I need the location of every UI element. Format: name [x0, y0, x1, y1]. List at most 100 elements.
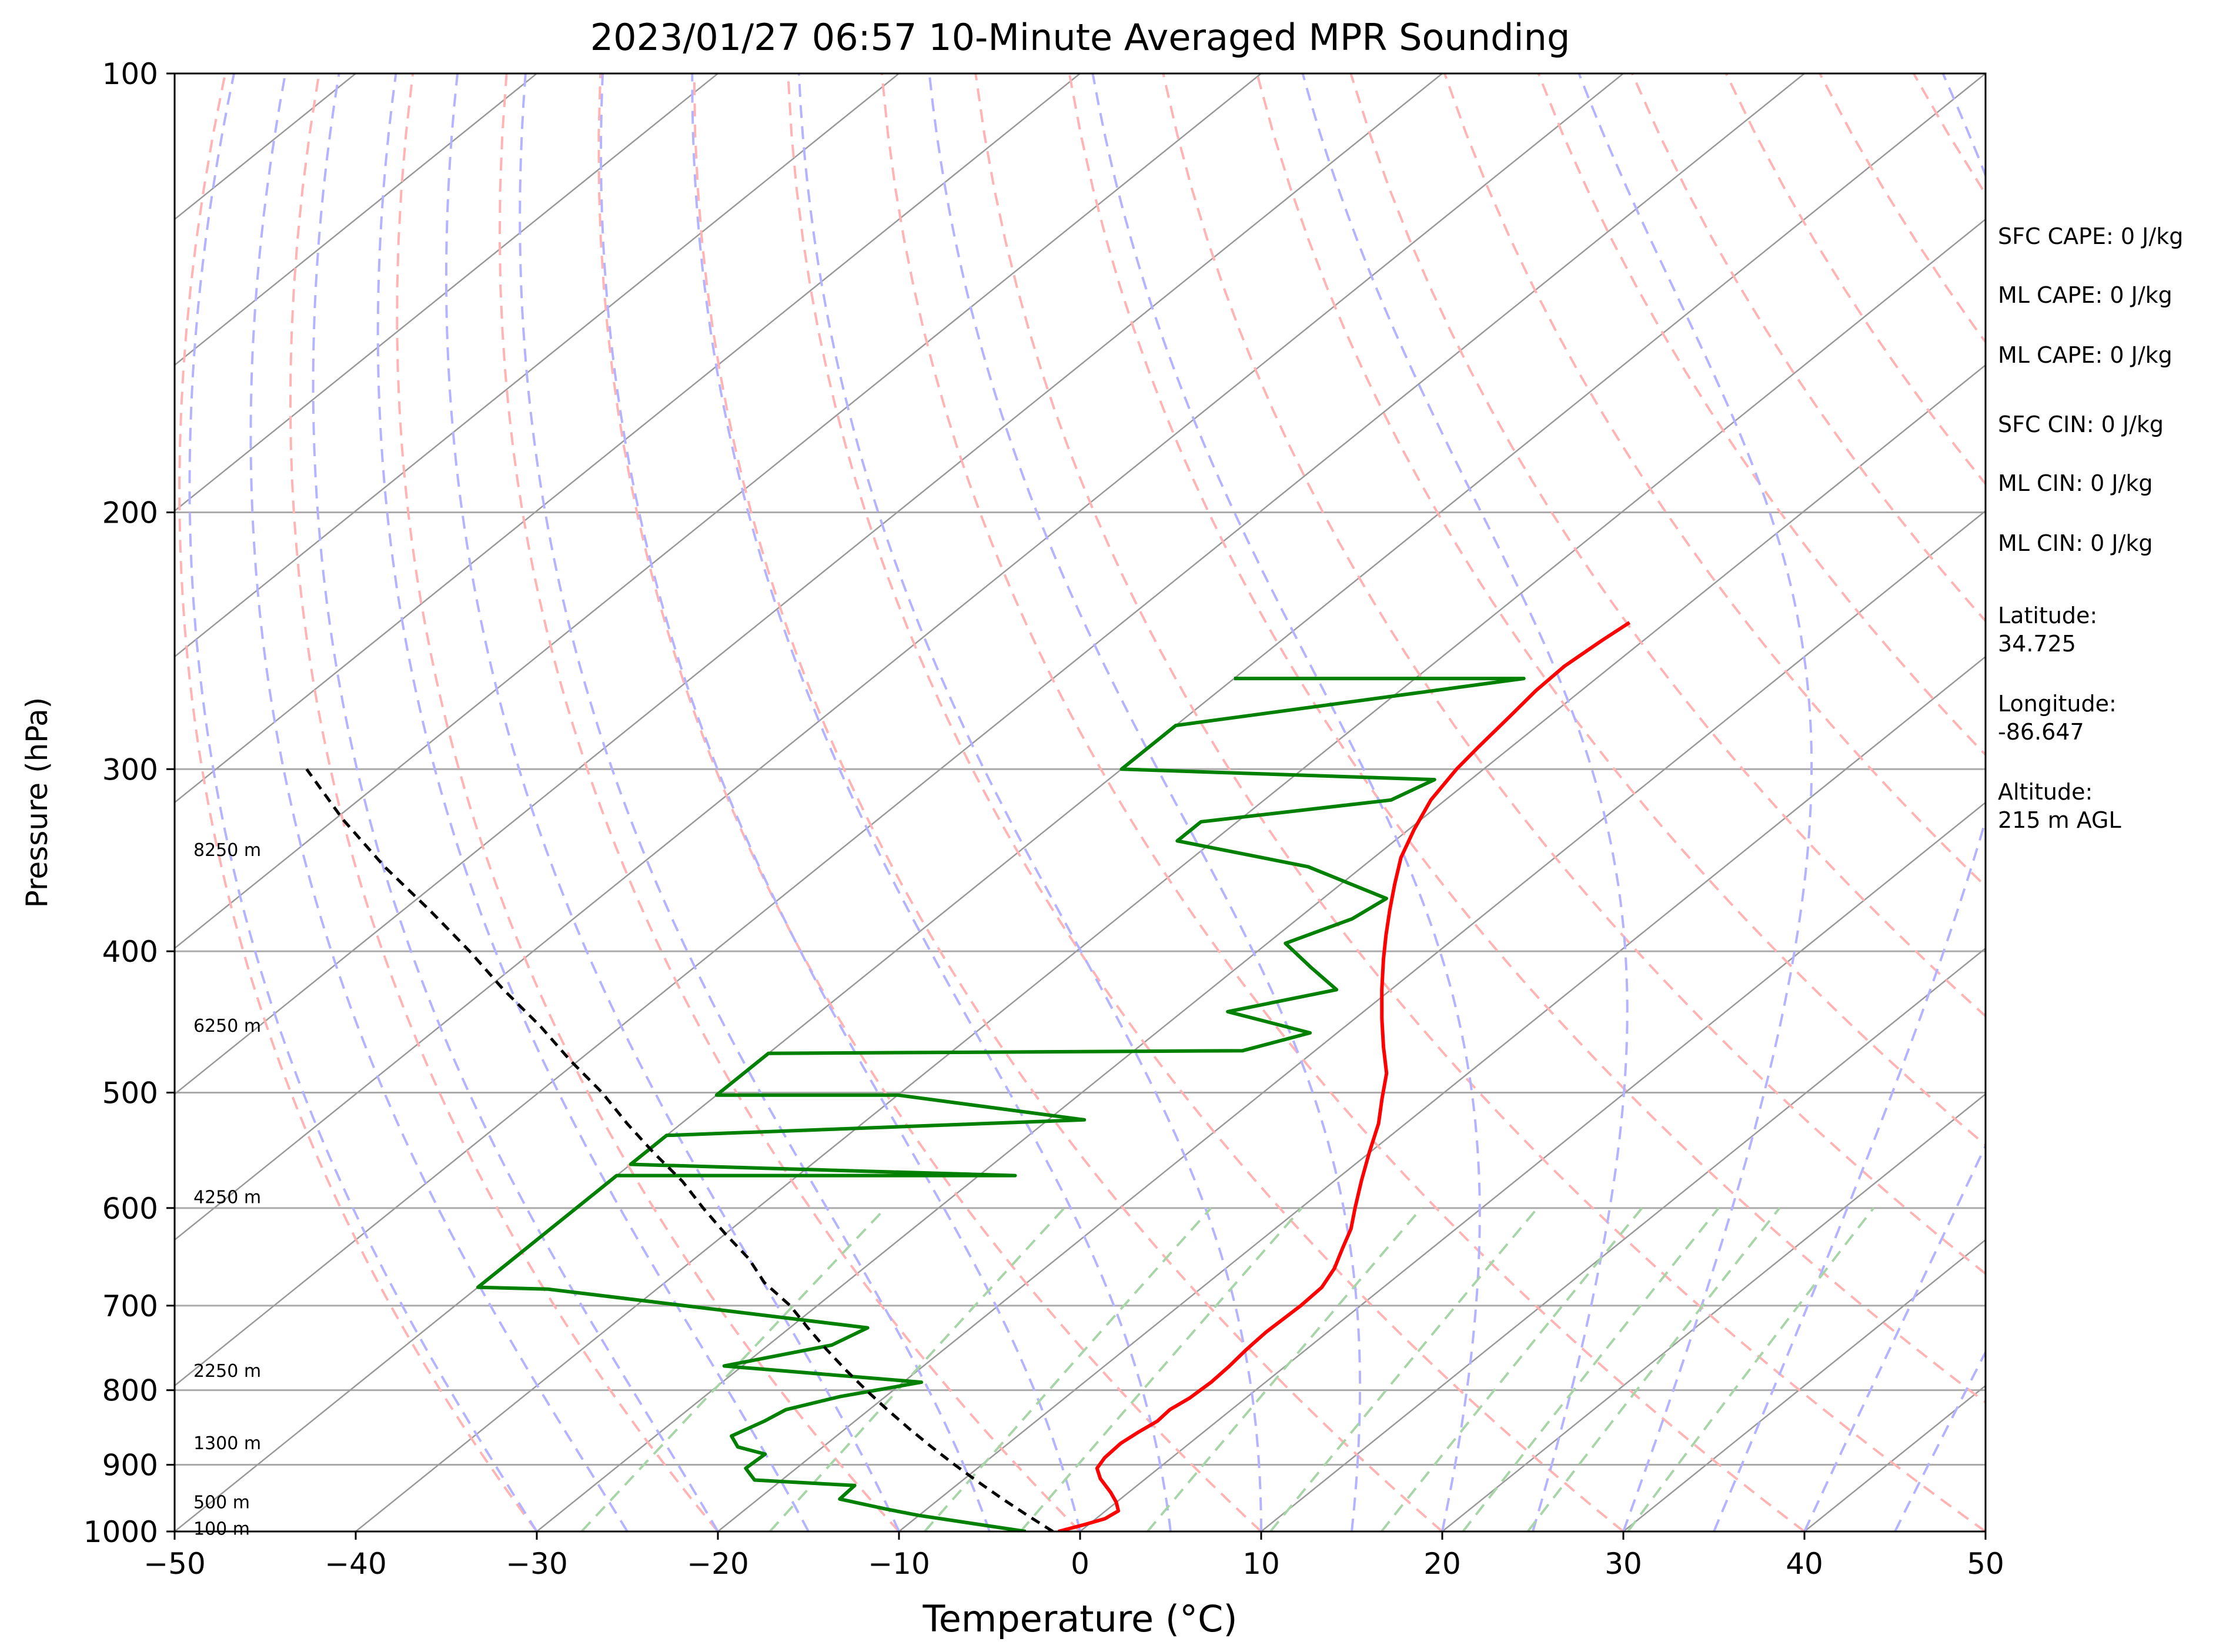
moist-adiabat-line — [797, 73, 1262, 1531]
info-panel-item: SFC CIN: 0 J/kg — [1998, 412, 2164, 437]
info-panel-item: ML CAPE: 0 J/kg — [1998, 342, 2172, 368]
mixing-ratio-line — [1147, 1207, 1423, 1531]
info-panel-item: ML CAPE: 0 J/kg — [1998, 282, 2172, 308]
mixing-ratio-line — [768, 1207, 1065, 1531]
y-axis-label: Pressure (hPa) — [20, 697, 54, 908]
isotherm-line — [175, 73, 1081, 804]
dry-adiabat-line — [178, 73, 538, 1531]
isotherm-line — [898, 656, 1986, 1531]
dry-adiabat-line — [693, 73, 1443, 1531]
mixing-ratio-line — [580, 1207, 887, 1531]
height-label: 500 m — [193, 1492, 250, 1513]
isotherm-line — [1079, 801, 1986, 1531]
isotherm-line — [175, 73, 900, 658]
height-label: 6250 m — [193, 1016, 261, 1036]
info-panel-item: ML CIN: 0 J/kg — [1998, 470, 2153, 496]
dry-adiabat-line — [1349, 73, 1986, 1018]
y-tick-label: 800 — [102, 1374, 158, 1408]
dewpoint-line — [476, 677, 1526, 1531]
y-tick-label: 600 — [102, 1192, 158, 1226]
moist-adiabat-line — [1091, 73, 1481, 1531]
info-panel-item: SFC CAPE: 0 J/kg — [1998, 223, 2183, 249]
data-lines — [305, 621, 1631, 1531]
moist-adiabat-line — [691, 73, 1172, 1531]
moist-adiabat-line — [928, 73, 1362, 1531]
y-tick-label: 100 — [102, 57, 158, 91]
height-label: 2250 m — [193, 1361, 261, 1382]
x-tick-label: −10 — [868, 1547, 930, 1581]
y-tick-label: 400 — [102, 935, 158, 969]
y-tick-label: 700 — [102, 1289, 158, 1323]
background-grid — [175, 73, 1986, 1531]
y-tick-label: 300 — [102, 753, 158, 787]
isotherm-line — [175, 73, 1624, 1241]
mixing-ratio-line — [1462, 1207, 1720, 1531]
moist-adiabat-line — [445, 73, 900, 1531]
y-tick-label: 900 — [102, 1449, 158, 1483]
isotherm-line — [175, 73, 1805, 1387]
x-tick-label: 50 — [1967, 1547, 2004, 1581]
info-panel-item: ML CIN: 0 J/kg — [1998, 530, 2153, 556]
temperature-line — [1058, 621, 1631, 1531]
dry-adiabat-line — [974, 73, 1986, 1531]
moist-adiabat-line — [312, 73, 719, 1531]
isotherm-line — [175, 73, 537, 366]
height-label: 8250 m — [193, 840, 261, 861]
isotherm-line — [1442, 1093, 1986, 1531]
moist-adiabat-line — [519, 73, 991, 1531]
x-tick-label: −30 — [506, 1547, 568, 1581]
mixing-ratio-line — [1269, 1207, 1539, 1531]
x-tick-label: 30 — [1605, 1547, 1642, 1581]
isotherm-line — [175, 73, 1443, 1095]
height-label: 4250 m — [193, 1188, 261, 1208]
dry-adiabat-line — [1162, 73, 1986, 1276]
y-tick-label: 200 — [102, 496, 158, 530]
dry-adiabat-line — [1255, 73, 1986, 1147]
x-tick-label: −20 — [687, 1547, 749, 1581]
moist-adiabat-line — [1301, 73, 1629, 1531]
dry-adiabat-line — [498, 73, 1081, 1531]
moist-adiabat-line — [1803, 1143, 1986, 1531]
info-panel-line: ML CIN: 0 J/kg — [1998, 530, 2153, 556]
dry-adiabat-line — [396, 73, 900, 1531]
dry-adiabat-line — [289, 73, 719, 1531]
moist-adiabat-line — [600, 73, 1081, 1531]
mixing-ratio-line — [1526, 1207, 1781, 1531]
dry-adiabat-line — [597, 73, 1262, 1531]
height-label: 1300 m — [193, 1433, 261, 1454]
moist-adiabat-line — [188, 73, 538, 1531]
info-panel-line: -86.647 — [1998, 719, 2084, 745]
axis-ticks: −50 −40 −30 −20 −10 0 10 20 30 40 50 100 200 300 400 50… — [83, 57, 2004, 1581]
info-panel-line: ML CAPE: 0 J/kg — [1998, 282, 2172, 308]
x-tick-label: −50 — [143, 1547, 206, 1581]
height-label: 100 m — [193, 1519, 250, 1540]
info-panel-item: Longitude: -86.647 — [1998, 691, 2117, 745]
y-tick-label: 1000 — [83, 1515, 158, 1549]
moist-adiabat-line — [1894, 1349, 1986, 1531]
dry-adiabat-line — [880, 73, 1806, 1531]
info-panel-line: Altitude: — [1998, 779, 2093, 805]
x-axis-label: Temperature (°C) — [922, 1597, 1237, 1640]
mixing-ratio-line — [924, 1207, 1212, 1531]
info-panel-line: ML CIN: 0 J/kg — [1998, 470, 2153, 496]
chart-title: 2023/01/27 06:57 10-Minute Averaged MPR … — [590, 16, 1570, 59]
dry-adiabat-line — [1068, 73, 1986, 1404]
info-panel-line: Longitude: — [1998, 691, 2117, 717]
y-tick-label: 500 — [102, 1076, 158, 1110]
mixing-ratio-line — [1627, 1207, 1875, 1531]
info-panel: SFC CAPE: 0 J/kg ML CAPE: 0 J/kg ML CAPE: … — [1998, 223, 2183, 833]
x-tick-label: 0 — [1071, 1547, 1089, 1581]
x-tick-label: −40 — [325, 1547, 387, 1581]
dry-adiabat-line — [787, 73, 1625, 1531]
height-labels: 100 m 500 m 1300 m 2250 m 4250 m 6250 m 8250 m — [193, 840, 261, 1540]
moist-adiabat-line — [1713, 73, 1986, 1531]
info-panel-item: Latitude: 34.725 — [1998, 603, 2097, 657]
mixing-ratio-line — [1020, 1207, 1303, 1531]
moist-adiabat-line — [249, 73, 629, 1531]
isotherm-line — [1623, 1239, 1986, 1531]
x-tick-label: 40 — [1786, 1547, 1823, 1581]
isotherm-line — [1261, 947, 1986, 1531]
isotherm-line — [175, 73, 1262, 949]
isotherm-line — [175, 73, 1986, 1531]
